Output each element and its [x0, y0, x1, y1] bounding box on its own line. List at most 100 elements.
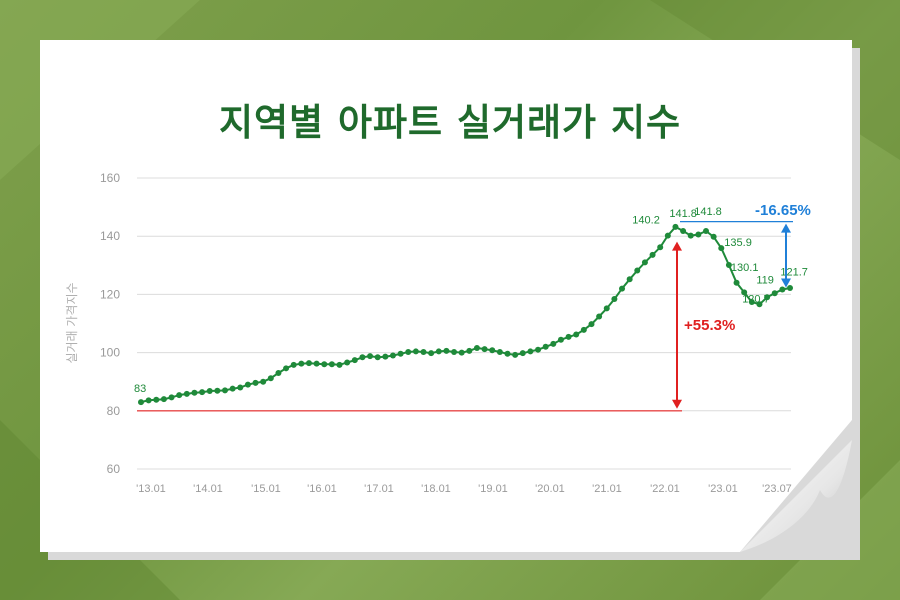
data-point: [718, 245, 725, 252]
data-point: [473, 344, 480, 351]
x-tick-label: '22.01: [650, 483, 680, 495]
data-point: [580, 326, 587, 333]
data-point: [535, 346, 542, 353]
data-point: [374, 354, 381, 361]
data-point: [153, 396, 160, 403]
data-point: [748, 298, 755, 305]
x-tick-label: '17.01: [364, 483, 394, 495]
data-label: 140.2: [632, 215, 660, 227]
data-label: 83: [134, 383, 146, 395]
data-point: [397, 350, 404, 357]
data-point: [779, 286, 786, 293]
y-tick-label: 160: [100, 171, 120, 185]
data-point: [435, 348, 442, 355]
data-point: [321, 361, 328, 368]
data-point: [298, 360, 305, 367]
data-point: [252, 379, 259, 386]
data-point: [313, 360, 320, 367]
increase-label: +55.3%: [684, 317, 735, 334]
data-point: [626, 276, 633, 283]
data-point: [428, 350, 435, 357]
data-point: [451, 349, 458, 356]
data-point: [741, 289, 748, 296]
page-curl: [740, 440, 852, 552]
data-point: [512, 351, 519, 358]
data-point: [389, 352, 396, 359]
decrease-arrow-head-top: [781, 223, 791, 233]
data-point: [657, 244, 664, 251]
data-point: [489, 347, 496, 354]
data-point: [542, 343, 549, 350]
data-point: [603, 305, 610, 312]
y-axis-label: 실거래 가격지수: [65, 282, 79, 363]
data-point: [466, 347, 473, 354]
data-point: [733, 279, 740, 286]
data-point: [183, 390, 190, 397]
data-point: [619, 285, 626, 292]
data-point: [367, 353, 374, 360]
series-line: [140, 225, 791, 404]
data-point: [680, 227, 687, 234]
data-point: [573, 331, 580, 338]
data-point: [519, 350, 526, 357]
data-point: [283, 365, 290, 372]
data-label: 141.8: [694, 206, 722, 218]
data-point: [756, 301, 763, 308]
data-point: [420, 349, 427, 356]
data-point: [191, 389, 198, 396]
data-point: [695, 231, 702, 238]
data-point: [596, 313, 603, 320]
x-tick-label: '23.01: [708, 483, 738, 495]
data-point: [160, 396, 167, 403]
data-point: [771, 290, 778, 297]
x-tick-label: '20.01: [535, 483, 565, 495]
x-tick-label: '14.01: [193, 483, 223, 495]
data-point: [588, 321, 595, 328]
y-tick-label: 100: [100, 346, 120, 360]
data-point: [664, 232, 671, 239]
data-point: [351, 357, 358, 364]
paper-card: [40, 40, 852, 552]
data-point: [359, 354, 366, 361]
data-point: [176, 392, 183, 399]
data-point: [557, 336, 564, 343]
data-point: [687, 232, 694, 239]
data-point: [221, 387, 228, 394]
data-point: [275, 369, 282, 376]
data-point: [710, 233, 717, 240]
data-point: [237, 384, 244, 391]
data-point: [290, 361, 297, 368]
data-point: [168, 394, 175, 401]
y-tick-label: 140: [100, 229, 120, 243]
y-tick-label: 60: [107, 462, 121, 476]
x-tick-label: '21.01: [592, 483, 622, 495]
data-point: [641, 259, 648, 266]
data-point: [443, 347, 450, 354]
data-point: [634, 267, 641, 274]
data-point: [550, 340, 557, 347]
data-label: 135.9: [724, 237, 752, 249]
data-point: [145, 397, 152, 404]
data-point: [382, 353, 389, 360]
data-point: [412, 348, 419, 355]
data-point: [336, 361, 343, 368]
data-point: [527, 348, 534, 355]
data-label: 119: [756, 274, 774, 286]
x-tick-label: '15.01: [251, 483, 281, 495]
data-point: [565, 333, 572, 340]
data-label: 141.8: [669, 208, 697, 220]
x-tick-label: '16.01: [307, 483, 337, 495]
data-point: [458, 349, 465, 356]
data-point: [260, 378, 267, 385]
data-point: [649, 251, 656, 258]
data-point: [199, 389, 206, 396]
y-tick-label: 120: [100, 287, 120, 301]
data-point: [206, 388, 213, 395]
data-point: [787, 284, 793, 291]
data-point: [703, 227, 710, 234]
decrease-label: -16.65%: [755, 202, 811, 219]
data-point: [244, 381, 251, 388]
data-label: 130.1: [731, 262, 759, 274]
data-label: 121.7: [780, 266, 808, 278]
x-tick-label: '13.01: [136, 483, 166, 495]
